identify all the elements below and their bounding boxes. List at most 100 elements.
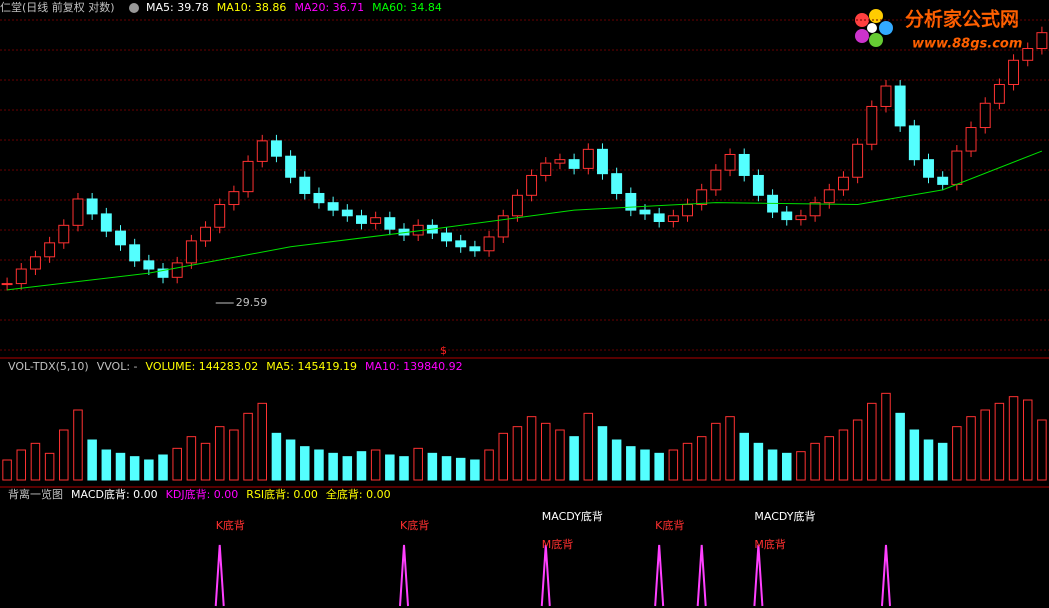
candle (242, 160, 254, 193)
candle (72, 198, 84, 226)
volume-bar (214, 426, 225, 481)
candle (200, 226, 212, 242)
volume-bar (611, 439, 622, 481)
volume-bar (555, 429, 565, 481)
volume-bar (781, 452, 792, 481)
candle (143, 260, 155, 270)
volume-bar (711, 422, 721, 481)
signal-spike (399, 544, 410, 607)
candle (327, 202, 339, 211)
volume-bar (200, 442, 211, 481)
volume-bar (285, 439, 296, 481)
legend-item: MA10: 139840.92 (365, 360, 463, 373)
volume-bar (597, 426, 608, 481)
candle (441, 232, 452, 242)
volume-bar (867, 402, 877, 481)
candle (29, 256, 41, 270)
signal-spike (696, 544, 707, 607)
volume-bar (385, 454, 395, 481)
volume-bar (87, 439, 97, 481)
signal-spike (540, 544, 551, 607)
volume-bar (257, 402, 268, 481)
signal-label: K底背 (655, 518, 684, 532)
candle (356, 215, 367, 224)
candle (937, 176, 949, 185)
volume-bar (696, 436, 707, 481)
volume-bar (314, 449, 324, 481)
signal-spike (880, 544, 891, 607)
candle (384, 217, 396, 230)
signal-spike (753, 544, 764, 607)
candle (115, 230, 126, 246)
volume-bar (44, 452, 55, 481)
logo-petal (869, 33, 883, 47)
signal-label: M底背 (542, 537, 574, 551)
candle (993, 83, 1005, 104)
volume-bar (923, 439, 934, 481)
candle (341, 209, 353, 217)
candle (469, 246, 481, 252)
candle (894, 85, 906, 127)
legend-item: MA10: 38.86 (217, 1, 287, 14)
volume-bar (852, 419, 863, 481)
volume-bar (413, 447, 423, 481)
candle (100, 213, 112, 232)
candle (313, 192, 325, 204)
candle (270, 140, 282, 157)
candle (1022, 48, 1034, 61)
candle (951, 150, 963, 185)
volume-bar (356, 451, 367, 481)
legend-item: 背离一览图 (8, 487, 63, 501)
candle (724, 153, 736, 171)
volume-bar (753, 442, 764, 481)
candle (129, 244, 141, 262)
volume-bar (909, 429, 920, 481)
legend-item: VOL-TDX(5,10) (8, 360, 89, 373)
volume-bar (328, 452, 338, 481)
candle (795, 215, 807, 221)
candle (511, 194, 523, 217)
candle (696, 189, 708, 206)
volume-bar (541, 422, 551, 481)
candle (370, 217, 382, 224)
volume-bar (115, 452, 126, 481)
candle (682, 204, 693, 217)
candle (1008, 59, 1020, 85)
volume-bar (668, 449, 679, 481)
volume-bar (144, 459, 154, 481)
logo-center (867, 23, 877, 33)
volume-bar (101, 449, 112, 481)
candle (568, 159, 580, 169)
signal-spike (654, 544, 665, 607)
legend-item: MA5: 145419.19 (266, 360, 357, 373)
legend-item: MA20: 36.71 (294, 1, 364, 14)
signal-label: MACDY底背 (542, 509, 603, 523)
signal-label: M底背 (754, 537, 786, 551)
legend-item: VOLUME: 144283.02 (146, 360, 259, 373)
candle (738, 153, 750, 176)
volume-bar (1008, 396, 1019, 481)
candle (285, 155, 297, 178)
volume-bar (59, 429, 69, 481)
volume-bar (470, 459, 480, 481)
volume-bar (838, 429, 849, 481)
dropdown-icon[interactable] (129, 3, 139, 13)
volume-bar (229, 429, 239, 481)
volume-bar (158, 454, 168, 481)
ma60-line (7, 150, 1043, 291)
logo-name: 分析家公式网 (905, 8, 1019, 31)
signal-label: MACDY底背 (754, 509, 815, 523)
volume-bar (498, 432, 508, 481)
candle (710, 169, 722, 191)
logo: 分析家公式网 www.88gs.com (855, 8, 1022, 52)
logo-petal (855, 29, 869, 43)
volume-bar (455, 457, 466, 481)
volume-bar (73, 409, 83, 481)
candle (540, 162, 552, 176)
volume-bar (810, 442, 820, 481)
volume-bar (300, 446, 310, 481)
candle (526, 174, 538, 196)
volume-bar (512, 426, 523, 481)
volume-bar (994, 402, 1005, 481)
